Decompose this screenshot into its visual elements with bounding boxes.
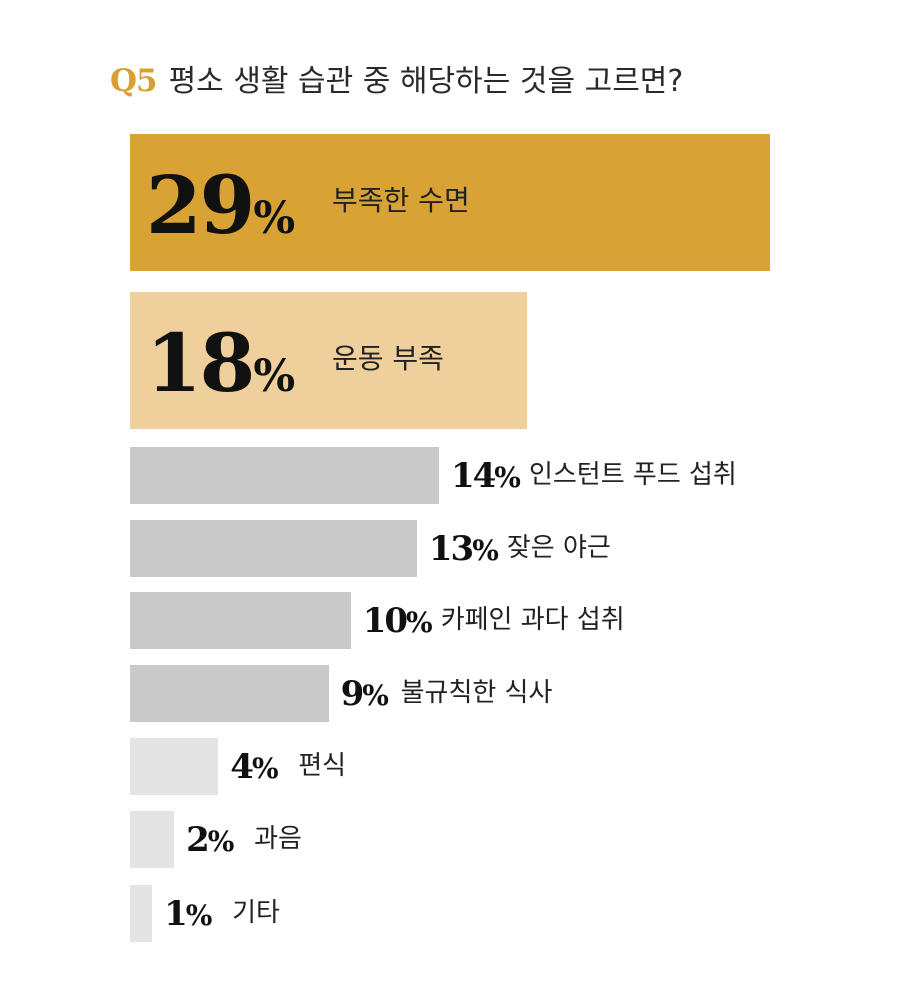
value-label-4: 13% <box>428 528 499 569</box>
question-number: Q5 <box>110 63 158 99</box>
category-label-7: 편식 <box>298 750 347 781</box>
bar-8 <box>130 811 175 868</box>
bar-1 <box>130 134 770 271</box>
bar-5 <box>130 592 351 649</box>
value-label-5: 10% <box>362 600 433 641</box>
value-label-9: 1% <box>164 893 213 934</box>
category-label-2: 운동 부족 <box>332 341 444 375</box>
category-label-8: 과음 <box>254 823 302 854</box>
bar-6 <box>130 665 329 722</box>
value-label-6: 9% <box>340 673 389 714</box>
category-label-9: 기타 <box>232 897 280 928</box>
value-label-8: 2% <box>186 819 235 860</box>
category-label-4: 잦은 야근 <box>506 532 611 563</box>
category-label-5: 카페인 과다 섭취 <box>440 604 625 635</box>
category-label-1: 부족한 수면 <box>332 183 470 217</box>
category-label-6: 불규칙한 식사 <box>400 677 553 708</box>
bar-3 <box>130 447 439 504</box>
bar-9 <box>130 885 153 942</box>
bar-7 <box>130 738 219 795</box>
question-title: Q5 평소 생활 습관 중 해당하는 것을 고르면? <box>110 56 683 100</box>
question-text: 평소 생활 습관 중 해당하는 것을 고르면? <box>168 64 684 99</box>
value-label-2: 18% <box>146 315 296 410</box>
value-label-7: 4% <box>230 746 279 787</box>
category-label-3: 인스턴트 푸드 섭취 <box>528 459 737 490</box>
bar-4 <box>130 520 417 577</box>
value-label-3: 14% <box>450 455 521 496</box>
bar-2 <box>130 292 528 429</box>
value-label-1: 29% <box>146 157 296 252</box>
